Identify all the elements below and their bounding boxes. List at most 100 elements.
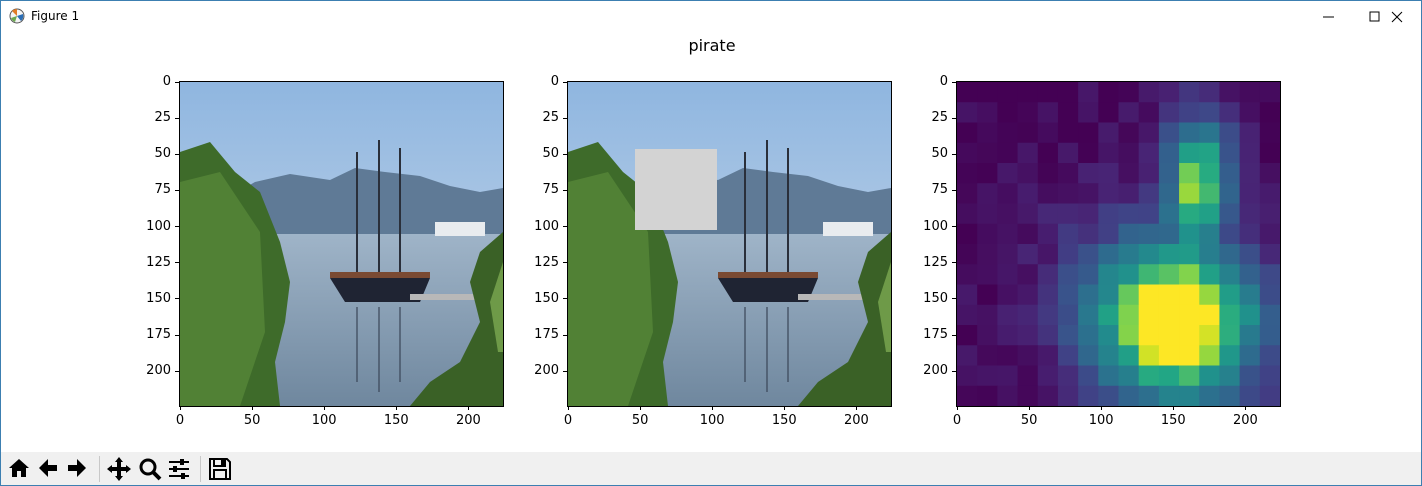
heatmap-cell (1098, 183, 1119, 204)
heatmap-cell (1179, 223, 1200, 245)
x-tick-mark (467, 406, 469, 410)
heatmap-cell (1138, 82, 1160, 103)
heatmap-cell (1078, 223, 1099, 245)
heatmap-cell (997, 223, 1019, 245)
heatmap-axes (957, 82, 1280, 406)
heatmap-cell (997, 304, 1019, 326)
navigation-toolbar (1, 452, 1421, 485)
heatmap-cell (1037, 284, 1059, 306)
heatmap-cell (1259, 325, 1280, 346)
configure-subplots-button[interactable] (165, 455, 193, 483)
heatmap-cell (997, 183, 1019, 204)
y-tick-label: 100 (146, 218, 171, 234)
heatmap-cell (997, 122, 1019, 144)
y-tick-mark (175, 226, 179, 228)
heatmap-cell (1078, 102, 1099, 123)
x-tick-mark (251, 406, 253, 410)
y-tick-label: 50 (154, 146, 171, 162)
heatmap-cell (1219, 102, 1241, 123)
heatmap-cell (1037, 183, 1059, 204)
x-tick-mark (711, 406, 713, 410)
heatmap-cell (1118, 365, 1140, 387)
maximize-icon (1369, 11, 1380, 22)
heatmap-cell (1017, 102, 1039, 123)
heatmap-cell (1219, 385, 1241, 406)
panel-occluded-image[interactable] (568, 82, 891, 406)
heatmap-cell (1179, 304, 1200, 326)
heatmap-cell (1037, 325, 1059, 346)
heatmap-cell (1138, 365, 1160, 387)
y-tick-label: 200 (534, 363, 559, 379)
heatmap-cell (1219, 142, 1241, 164)
x-tick-mark (1100, 406, 1102, 410)
close-button[interactable] (1374, 1, 1420, 32)
pan-button[interactable] (105, 455, 133, 483)
heatmap-cell (1199, 284, 1220, 306)
heatmap-cell (1158, 304, 1180, 326)
heatmap-cell (1098, 163, 1119, 184)
y-tick-mark (563, 153, 567, 155)
heatmap-cell (1199, 385, 1220, 406)
x-tick-label: 100 (699, 413, 725, 428)
y-tick-mark (563, 226, 567, 228)
heatmap-cell (1219, 82, 1241, 103)
forward-button[interactable] (64, 455, 92, 483)
heatmap-cell (1078, 122, 1099, 144)
heatmap-cell (957, 183, 978, 204)
heatmap-cell (977, 325, 998, 346)
heatmap-cell (1017, 203, 1039, 225)
heatmap-cell (1098, 345, 1119, 366)
heatmap-cell (1199, 102, 1220, 123)
heatmap-cell (1199, 82, 1220, 103)
occlusion-patch (635, 149, 717, 230)
occluded-image (568, 82, 891, 406)
heatmap-cell (997, 82, 1019, 103)
minimize-button[interactable] (1306, 1, 1352, 32)
heatmap-cell (1259, 163, 1280, 184)
y-tick-label: 100 (534, 218, 559, 234)
heatmap-cell (1098, 102, 1119, 123)
heatmap-cell (1239, 203, 1261, 225)
heatmap-cell (1219, 345, 1241, 366)
y-tick-mark (563, 370, 567, 372)
maximize-button[interactable] (1352, 1, 1398, 32)
heatmap-cell (1138, 244, 1160, 265)
heatmap-cell (1037, 82, 1059, 103)
heatmap-cell (957, 264, 978, 285)
heatmap-cell (1017, 163, 1039, 184)
heatmap-cell (1179, 122, 1200, 144)
panel-heatmap[interactable] (957, 82, 1280, 406)
back-button[interactable] (35, 455, 63, 483)
heatmap-cell (1098, 284, 1119, 306)
heatmap-cell (1158, 223, 1180, 245)
y-tick-label: 175 (146, 327, 171, 343)
heatmap-cell (1138, 264, 1160, 285)
heatmap-cell (1199, 223, 1220, 245)
heatmap-cell (1017, 345, 1039, 366)
heatmap-cell (1138, 183, 1160, 204)
y-tick-label: 175 (534, 327, 559, 343)
heatmap-cell (1118, 325, 1140, 346)
x-tick-mark (567, 406, 569, 410)
zoom-button[interactable] (136, 455, 164, 483)
y-tick-label: 150 (534, 290, 559, 306)
heatmap-cell (1057, 284, 1079, 306)
heatmap-cell (1219, 122, 1241, 144)
heatmap-cell (1259, 82, 1280, 103)
heatmap-cell (1239, 385, 1261, 406)
heatmap-cell (997, 163, 1019, 184)
title-bar[interactable]: Figure 1 (1, 1, 1421, 32)
panel-original-image[interactable] (180, 82, 503, 406)
home-button[interactable] (6, 455, 34, 483)
heatmap-cell (1057, 325, 1079, 346)
forward-arrow-icon (68, 459, 86, 477)
heatmap-cell (1199, 122, 1220, 144)
save-button[interactable] (206, 455, 234, 483)
heatmap-cell (957, 102, 978, 123)
heatmap-cell (1199, 325, 1220, 346)
heatmap-cell (1239, 244, 1261, 265)
heatmap-cell (977, 203, 998, 225)
heatmap-cell (1158, 365, 1180, 387)
heatmap-cell (1138, 223, 1160, 245)
y-tick-label: 25 (542, 110, 559, 126)
